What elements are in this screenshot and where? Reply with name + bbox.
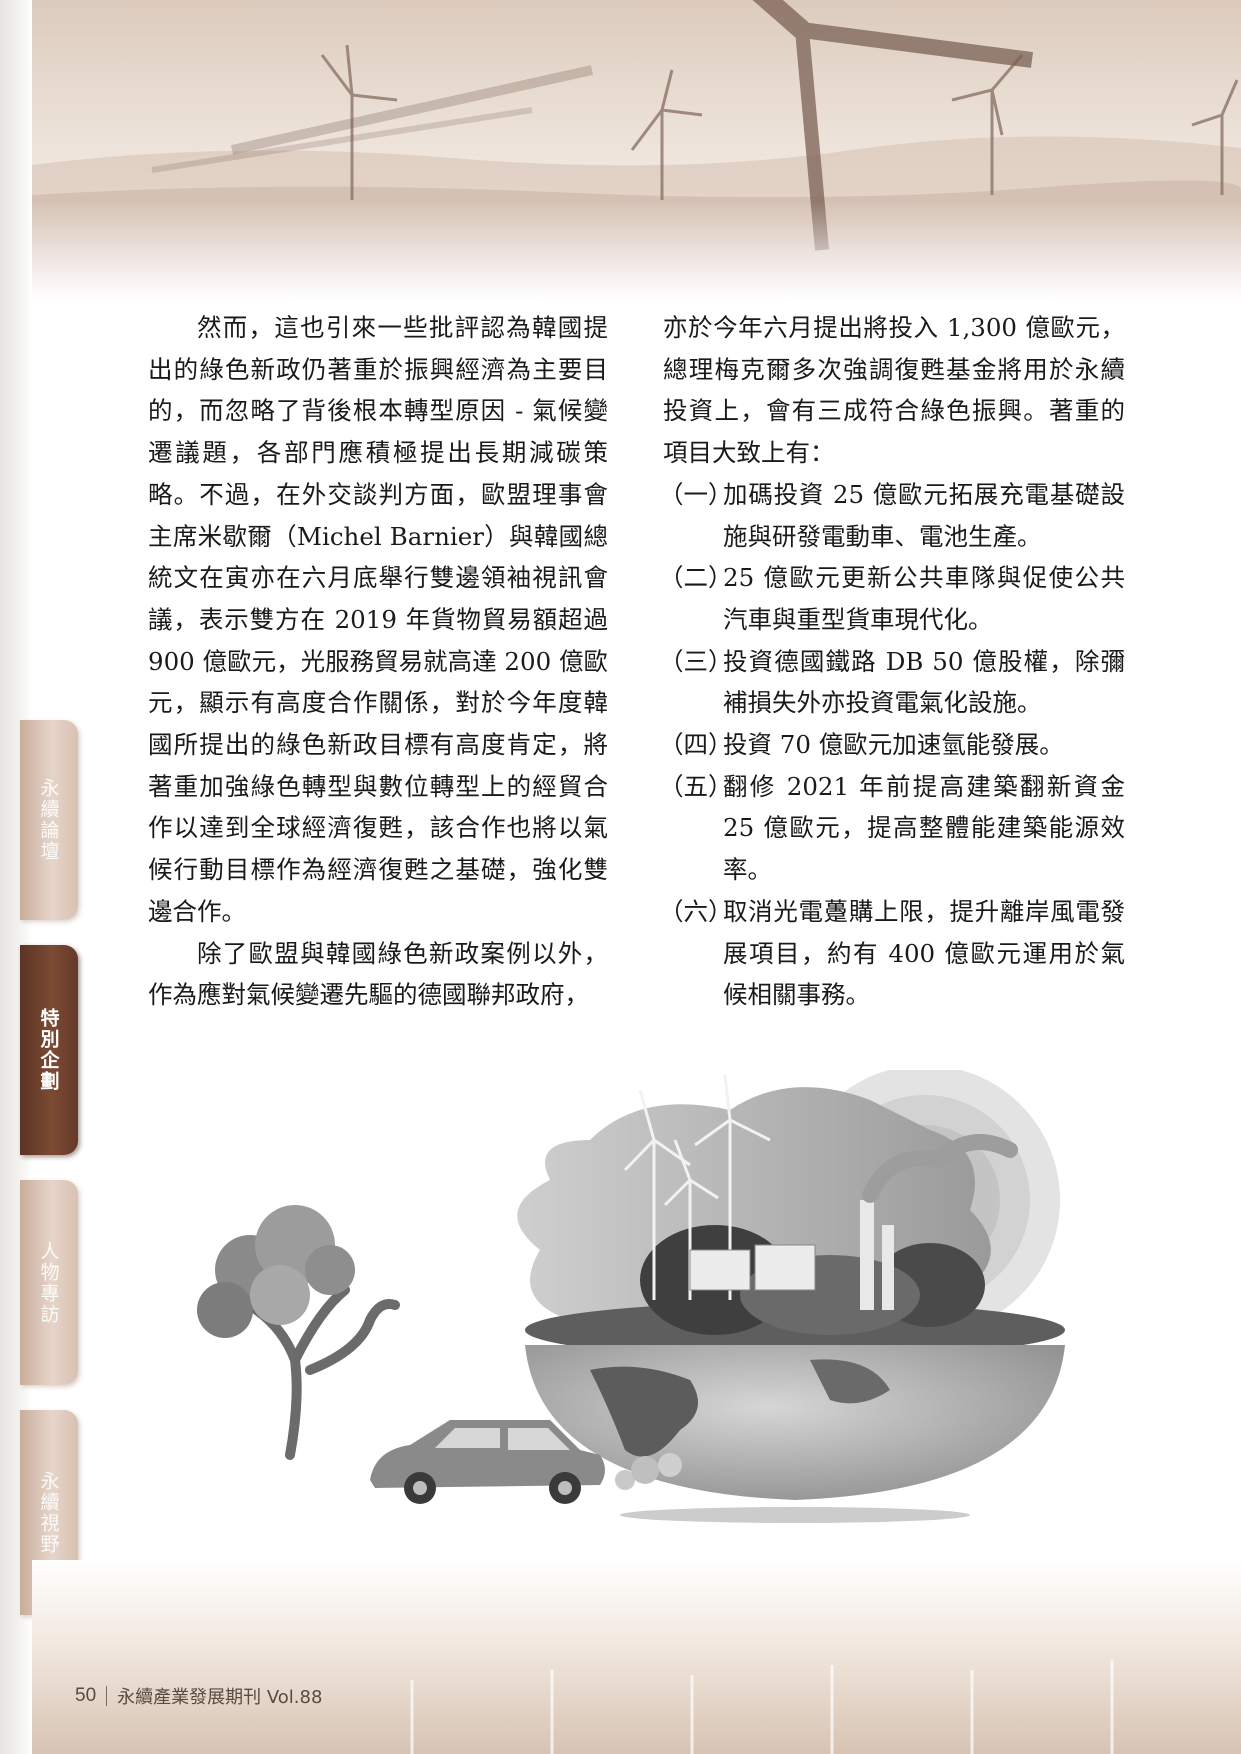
footer-divider	[106, 1686, 108, 1706]
tree-icon	[197, 1205, 400, 1460]
list-item: （六） 取消光電躉購上限，提升離岸風電發展項目，約有 400 億歐元運用於氣候相…	[659, 891, 1125, 1016]
footer-turbine-image	[32, 1560, 1241, 1754]
header-wind-turbine-image	[32, 0, 1241, 300]
list-text: 投資 70 億歐元加速氫能發展。	[723, 730, 1064, 760]
tab-forum[interactable]: 永續論壇	[20, 720, 78, 920]
list-number: （三）	[659, 646, 733, 676]
tab-forum-label: 永續論壇	[37, 778, 60, 862]
left-text-column: 然而，這也引來一些批評認為韓國提出的綠色新政仍著重於振興經濟為主要目的，而忽略了…	[148, 307, 608, 1016]
list-number: （五）	[659, 771, 733, 801]
solar-panel-icon	[754, 1244, 816, 1291]
solar-panel-icon	[689, 1249, 751, 1291]
factory-icon	[860, 1200, 874, 1310]
list-item: （二） 25 億歐元更新公共車隊與促使公共汽車與重型貨車現代化。	[659, 557, 1125, 640]
list-text: 加碼投資 25 億歐元拓展充電基礎設施與研發電動車、電池生產。	[723, 479, 1125, 551]
tab-special-feature-label: 特別企劃	[37, 1008, 60, 1092]
right-text-column: 亦於今年六月提出將投入 1,300 億歐元，總理梅克爾多次強調復甦基金將用於永續…	[659, 307, 1125, 1016]
climate-illustration	[170, 1065, 1130, 1550]
list-number: （二）	[659, 563, 733, 593]
list-text: 投資德國鐵路 DB 50 億股權，除彌補損失外亦投資電氣化設施。	[723, 646, 1125, 718]
publication-title: 永續產業發展期刊 Vol.88	[117, 1687, 323, 1708]
list-number: （一）	[659, 479, 733, 509]
tab-interview-label: 人物專訪	[37, 1240, 60, 1325]
page-footer: 50 永續產業發展期刊 Vol.88	[75, 1683, 322, 1709]
page-number: 50	[75, 1685, 97, 1706]
paragraph: 亦於今年六月提出將投入 1,300 億歐元，總理梅克爾多次強調復甦基金將用於永續…	[663, 313, 1125, 468]
list-item: （三） 投資德國鐵路 DB 50 億股權，除彌補損失外亦投資電氣化設施。	[659, 641, 1125, 724]
list-text: 取消光電躉購上限，提升離岸風電發展項目，約有 400 億歐元運用於氣候相關事務。	[723, 896, 1125, 1010]
car-icon	[370, 1420, 682, 1504]
tab-vision-label: 永續視野	[37, 1470, 60, 1555]
tab-special-feature[interactable]: 特別企劃	[20, 945, 78, 1155]
list-number: （六）	[659, 896, 733, 926]
paragraph: 然而，這也引來一些批評認為韓國提出的綠色新政仍著重於振興經濟為主要目的，而忽略了…	[148, 313, 608, 926]
list-item: （四） 投資 70 億歐元加速氫能發展。	[659, 724, 1125, 766]
list-item: （五） 翻修 2021 年前提高建築翻新資金 25 億歐元，提高整體能建築能源效…	[659, 766, 1125, 891]
list-number: （四）	[659, 730, 733, 760]
list-text: 25 億歐元更新公共車隊與促使公共汽車與重型貨車現代化。	[723, 563, 1125, 634]
list-item: （一） 加碼投資 25 億歐元拓展充電基礎設施與研發電動車、電池生產。	[659, 474, 1125, 557]
paragraph: 除了歐盟與韓國綠色新政案例以外，作為應對氣候變遷先驅的德國聯邦政府，	[148, 938, 608, 1010]
list-text: 翻修 2021 年前提高建築翻新資金 25 億歐元，提高整體能建築能源效率。	[723, 771, 1125, 885]
tab-interview[interactable]: 人物專訪	[20, 1180, 78, 1385]
